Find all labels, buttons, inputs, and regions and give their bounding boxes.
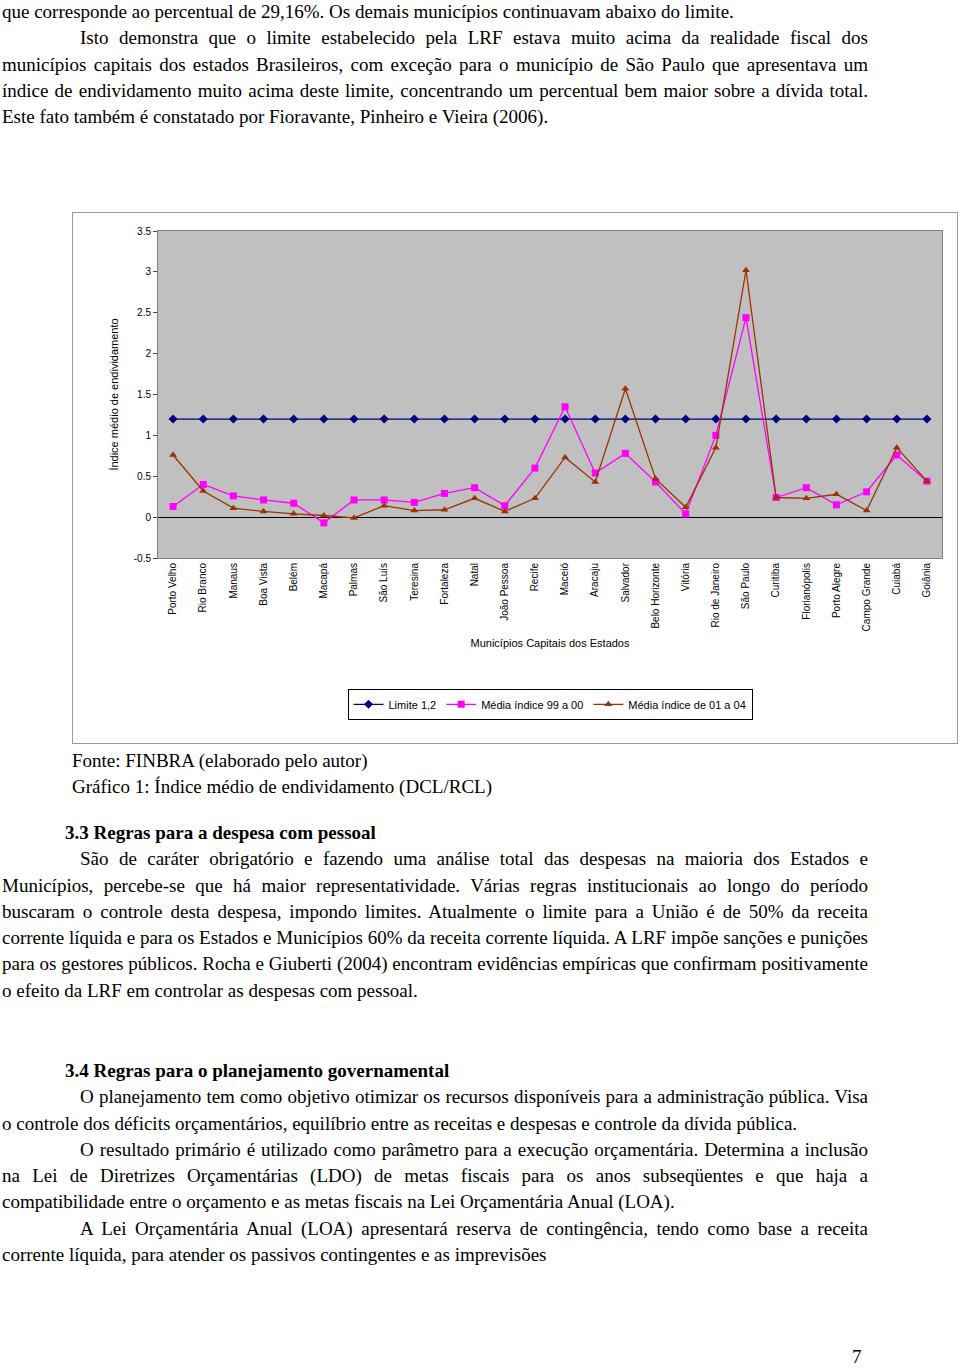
- html-text:7: 7: [852, 1346, 862, 1367]
- svg-text:São Paulo: São Paulo: [740, 563, 751, 610]
- svg-text:Florianópolis: Florianópolis: [801, 563, 812, 620]
- svg-text:1: 1: [145, 430, 151, 441]
- svg-text:Municípios Capitais dos Estado: Municípios Capitais dos Estados: [471, 637, 630, 649]
- svg-text:Índice médio de endividamento: Índice médio de endividamento: [108, 318, 120, 470]
- svg-text:Manaus: Manaus: [228, 563, 239, 599]
- html-text:que corresponde ao percentual: que corresponde ao percentual de 29,16%.…: [2, 1, 734, 22]
- svg-text:1.5: 1.5: [137, 389, 151, 400]
- svg-text:0: 0: [145, 512, 151, 523]
- svg-text:Natal: Natal: [469, 563, 480, 586]
- svg-text:João Pessoa: João Pessoa: [499, 563, 510, 621]
- svg-text:Teresina: Teresina: [409, 563, 420, 601]
- html-text:Isto demonstra que o limite es: Isto demonstra que o limite estabelecido…: [2, 27, 868, 128]
- svg-text:Porto Alegre: Porto Alegre: [831, 563, 842, 618]
- svg-text:2: 2: [145, 348, 151, 359]
- svg-text:Curitiba: Curitiba: [770, 563, 781, 598]
- html-text:O planejamento tem como objeti: O planejamento tem como objetivo otimiza…: [2, 1086, 868, 1134]
- html-text:Gráfico 1: Índice médio de end: Gráfico 1: Índice médio de endividamento…: [72, 776, 492, 797]
- html-text:O resultado primário é utiliza: O resultado primário é utilizado como pa…: [2, 1138, 868, 1213]
- html-text:São de caráter obrigatório e f: São de caráter obrigatório e fazendo uma…: [2, 848, 868, 1001]
- html-text:A Lei Orçamentária Anual (LOA): A Lei Orçamentária Anual (LOA) apresenta…: [2, 1217, 868, 1266]
- html-text:3.4 Regras para o planejamento: 3.4 Regras para o planejamento govername…: [65, 1060, 450, 1081]
- svg-text:Goiânia: Goiânia: [921, 563, 932, 598]
- svg-text:3.5: 3.5: [137, 226, 151, 237]
- html-text:Fonte: FINBRA (elaborado pelo: Fonte: FINBRA (elaborado pelo autor): [72, 750, 368, 771]
- svg-text:Fortaleza: Fortaleza: [439, 563, 450, 605]
- svg-text:Salvador: Salvador: [620, 562, 631, 602]
- svg-text:3: 3: [145, 266, 151, 277]
- svg-text:Aracaju: Aracaju: [589, 563, 600, 597]
- svg-text:Média índice 99 a 00: Média índice 99 a 00: [481, 699, 583, 711]
- svg-text:Vitória: Vitória: [680, 563, 691, 592]
- svg-text:Maceió: Maceió: [559, 563, 570, 596]
- svg-text:-0.5: -0.5: [134, 553, 152, 564]
- svg-text:Rio de Janeiro: Rio de Janeiro: [710, 563, 721, 628]
- html-text:3.3 Regras para a despesa com: 3.3 Regras para a despesa com pessoal: [65, 822, 376, 843]
- svg-text:Palmas: Palmas: [348, 563, 359, 596]
- svg-text:0.5: 0.5: [137, 471, 151, 482]
- svg-text:Belém: Belém: [288, 563, 299, 591]
- svg-text:Belo Horizonte: Belo Horizonte: [650, 563, 661, 629]
- svg-text:Recife: Recife: [529, 563, 540, 592]
- svg-text:Macapá: Macapá: [318, 563, 329, 599]
- svg-text:Boa Vista: Boa Vista: [258, 563, 269, 606]
- svg-text:Cuiabá: Cuiabá: [891, 563, 902, 595]
- svg-text:Porto Velho: Porto Velho: [167, 563, 178, 615]
- svg-text:São Luís: São Luís: [378, 563, 389, 602]
- svg-text:2.5: 2.5: [137, 307, 151, 318]
- svg-text:Rio Branco: Rio Branco: [197, 563, 208, 613]
- svg-text:Campo Grande: Campo Grande: [861, 563, 872, 632]
- svg-text:Média índice de 01 a 04: Média índice de 01 a 04: [628, 699, 745, 711]
- svg-text:Limite 1,2: Limite 1,2: [389, 699, 437, 711]
